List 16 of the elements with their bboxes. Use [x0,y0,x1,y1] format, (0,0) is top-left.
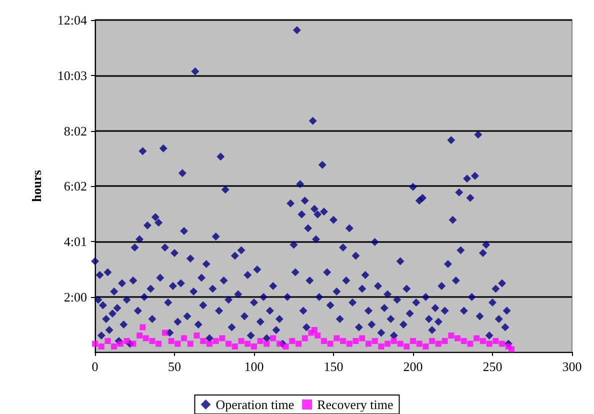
x-tick-label: 200 [403,359,423,374]
x-tick-label: 50 [168,359,181,374]
legend-label: Operation time [216,397,294,412]
y-tick-label: 6:02 [64,178,87,194]
x-tick-label: 150 [324,359,344,374]
x-tick-label: 0 [92,359,98,374]
x-tick-label: 300 [562,359,582,374]
y-tick-label: 8:02 [64,123,87,138]
y-axis-title: hours [29,170,44,202]
y-tick-label: 4:01 [64,234,87,249]
y-tick-label: 10:03 [57,68,87,83]
y-tick-label: 12:04 [57,12,88,28]
x-tick-label: 250 [482,359,502,374]
legend-label: Recovery time [317,397,394,412]
y-tick-label: 2:00 [64,289,87,304]
x-tick-label: 100 [244,359,264,374]
